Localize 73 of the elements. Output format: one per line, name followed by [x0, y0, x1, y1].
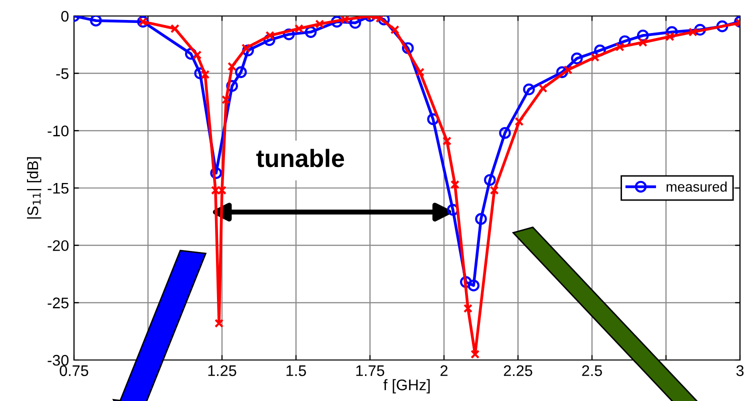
point: [618, 35, 631, 48]
point: [416, 68, 425, 77]
x-tick-label: 1.25: [208, 365, 236, 376]
point: [235, 66, 247, 78]
y-tick-label: -30: [48, 354, 69, 366]
point: [450, 180, 460, 190]
point: [490, 186, 499, 195]
point: [556, 66, 568, 78]
point: [200, 70, 210, 79]
point: [192, 50, 202, 60]
point: [446, 204, 459, 216]
point: [330, 16, 343, 28]
y-tick-label: -20: [48, 240, 69, 252]
point: [666, 26, 678, 38]
point: [263, 34, 276, 46]
point: [442, 136, 452, 146]
point: [538, 84, 548, 93]
point: [90, 16, 102, 26]
point: [665, 32, 674, 42]
x-tick-label: 2: [440, 365, 448, 376]
y-tick-label: -25: [48, 298, 68, 308]
point: [378, 16, 390, 26]
point: [716, 20, 728, 32]
point: [402, 42, 414, 54]
x-tick-label: 1.75: [356, 365, 384, 376]
point: [638, 38, 648, 47]
point: [475, 213, 487, 225]
legend-label: measured: [666, 182, 727, 192]
point: [194, 67, 206, 80]
point: [514, 116, 524, 126]
point: [226, 80, 238, 92]
point: [282, 28, 295, 40]
point: [185, 48, 197, 60]
point: [265, 30, 274, 40]
x-tick-label: 3: [736, 365, 744, 376]
point: [499, 127, 511, 139]
x-tick-label: 2.25: [504, 365, 532, 376]
point: [315, 20, 324, 29]
x-tick-label: 0.75: [60, 365, 88, 376]
point: [688, 28, 698, 37]
point: [470, 350, 480, 359]
point: [304, 26, 317, 38]
y-tick-label: -15: [48, 183, 68, 194]
point: [390, 25, 400, 34]
y-tick-label: 0: [61, 10, 69, 22]
point: [170, 24, 180, 34]
annotation: tunable: [256, 148, 344, 168]
point: [427, 113, 439, 126]
point: [590, 52, 600, 62]
point: [523, 83, 535, 96]
point: [241, 44, 250, 53]
point: [242, 44, 254, 56]
point: [468, 280, 480, 292]
point: [694, 24, 706, 36]
point: [571, 52, 583, 64]
point: [460, 276, 472, 288]
point: [294, 24, 304, 34]
y-axis-title: |S$_{11}$| [dB]: [26, 157, 42, 219]
x-axis-title: f [GHz]: [383, 379, 430, 394]
point: [615, 42, 624, 52]
point: [340, 16, 350, 24]
x-tick-label: 1.5: [286, 365, 306, 376]
y-tick-label: -10: [48, 126, 69, 136]
point: [564, 65, 573, 74]
point: [222, 95, 231, 104]
point: [210, 167, 222, 179]
point: [463, 304, 472, 313]
point: [228, 62, 237, 71]
y-tick-label: -5: [56, 68, 68, 80]
x-tick-label: 2.5: [582, 365, 602, 376]
point: [214, 318, 224, 328]
point: [637, 30, 649, 42]
point: [484, 174, 496, 186]
